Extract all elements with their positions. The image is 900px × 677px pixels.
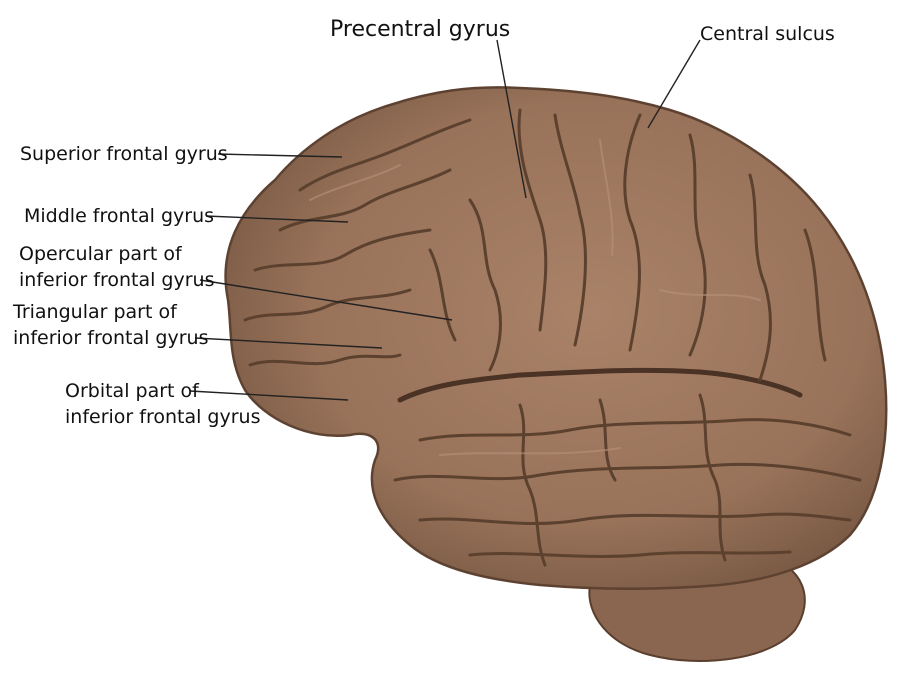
leader-lines	[189, 39, 701, 401]
label-precentral-gyrus: Precentral gyrus	[330, 17, 511, 42]
label-triangular-line1: Triangular part of	[13, 301, 177, 323]
label-triangular-line2: inferior frontal gyrus	[13, 327, 209, 349]
leader-precentral	[496, 39, 527, 199]
lateral-fissure	[397, 367, 803, 403]
label-central-sulcus: Central sulcus	[700, 23, 835, 45]
label-opercular-line1: Opercular part of	[19, 243, 182, 265]
label-opercular-line2: inferior frontal gyrus	[19, 269, 215, 291]
leader-superior	[217, 153, 343, 158]
label-superior-frontal-gyrus: Superior frontal gyrus	[20, 143, 228, 165]
leader-triangular	[194, 337, 383, 349]
gyri-folds	[243, 108, 862, 567]
leader-orbital	[189, 390, 349, 401]
label-orbital-line1: Orbital part of	[65, 380, 199, 402]
label-orbital-line2: inferior frontal gyrus	[65, 406, 261, 428]
leader-middle	[205, 215, 349, 223]
label-middle-frontal-gyrus: Middle frontal gyrus	[24, 205, 215, 227]
leader-opercular	[199, 279, 453, 321]
brain-shape	[224, 86, 888, 590]
leader-central	[647, 39, 701, 129]
